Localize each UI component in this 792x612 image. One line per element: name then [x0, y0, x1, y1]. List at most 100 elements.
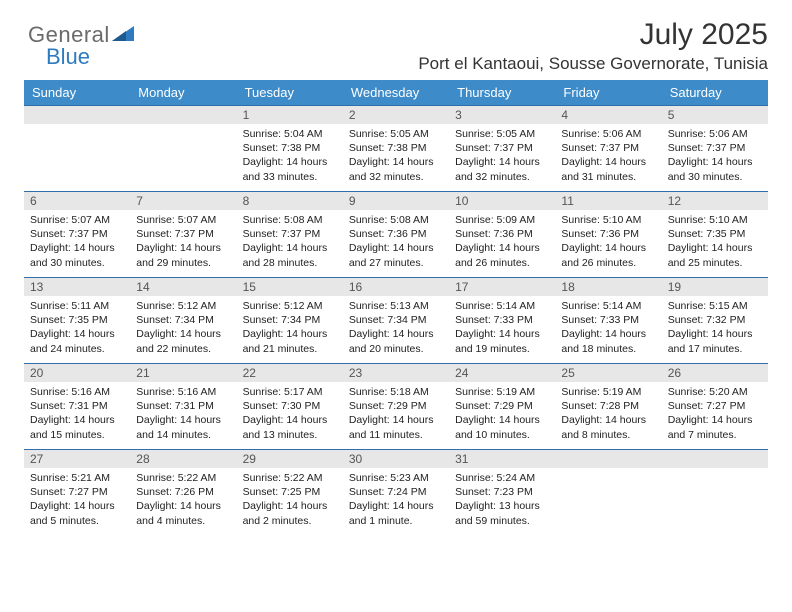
day-number: 18 [555, 278, 661, 296]
day-details: Sunrise: 5:16 AMSunset: 7:31 PMDaylight:… [24, 382, 130, 446]
day-details: Sunrise: 5:19 AMSunset: 7:29 PMDaylight:… [449, 382, 555, 446]
calendar-cell: 8Sunrise: 5:08 AMSunset: 7:37 PMDaylight… [237, 192, 343, 278]
day-details: Sunrise: 5:13 AMSunset: 7:34 PMDaylight:… [343, 296, 449, 360]
day-details: Sunrise: 5:06 AMSunset: 7:37 PMDaylight:… [662, 124, 768, 188]
day-number: 1 [237, 106, 343, 124]
calendar-cell: 24Sunrise: 5:19 AMSunset: 7:29 PMDayligh… [449, 364, 555, 450]
day-number [555, 450, 661, 468]
day-details: Sunrise: 5:16 AMSunset: 7:31 PMDaylight:… [130, 382, 236, 446]
day-details: Sunrise: 5:12 AMSunset: 7:34 PMDaylight:… [237, 296, 343, 360]
day-details: Sunrise: 5:21 AMSunset: 7:27 PMDaylight:… [24, 468, 130, 532]
weekday-header: Monday [130, 80, 236, 106]
day-number: 24 [449, 364, 555, 382]
day-details [130, 124, 236, 131]
calendar-cell: 14Sunrise: 5:12 AMSunset: 7:34 PMDayligh… [130, 278, 236, 364]
calendar-week-row: 1Sunrise: 5:04 AMSunset: 7:38 PMDaylight… [24, 106, 768, 192]
day-number: 23 [343, 364, 449, 382]
weekday-header: Thursday [449, 80, 555, 106]
day-details: Sunrise: 5:10 AMSunset: 7:35 PMDaylight:… [662, 210, 768, 274]
day-number: 4 [555, 106, 661, 124]
calendar-cell: 15Sunrise: 5:12 AMSunset: 7:34 PMDayligh… [237, 278, 343, 364]
day-details: Sunrise: 5:08 AMSunset: 7:36 PMDaylight:… [343, 210, 449, 274]
calendar-week-row: 6Sunrise: 5:07 AMSunset: 7:37 PMDaylight… [24, 192, 768, 278]
calendar-cell: 3Sunrise: 5:05 AMSunset: 7:37 PMDaylight… [449, 106, 555, 192]
day-details: Sunrise: 5:05 AMSunset: 7:37 PMDaylight:… [449, 124, 555, 188]
calendar-cell: 12Sunrise: 5:10 AMSunset: 7:35 PMDayligh… [662, 192, 768, 278]
calendar-cell: 18Sunrise: 5:14 AMSunset: 7:33 PMDayligh… [555, 278, 661, 364]
day-number [662, 450, 768, 468]
day-details: Sunrise: 5:19 AMSunset: 7:28 PMDaylight:… [555, 382, 661, 446]
calendar-cell: 19Sunrise: 5:15 AMSunset: 7:32 PMDayligh… [662, 278, 768, 364]
day-number: 22 [237, 364, 343, 382]
day-details: Sunrise: 5:20 AMSunset: 7:27 PMDaylight:… [662, 382, 768, 446]
day-number: 14 [130, 278, 236, 296]
day-details: Sunrise: 5:22 AMSunset: 7:25 PMDaylight:… [237, 468, 343, 532]
calendar-cell: 25Sunrise: 5:19 AMSunset: 7:28 PMDayligh… [555, 364, 661, 450]
day-details: Sunrise: 5:17 AMSunset: 7:30 PMDaylight:… [237, 382, 343, 446]
calendar-cell: 29Sunrise: 5:22 AMSunset: 7:25 PMDayligh… [237, 450, 343, 536]
calendar-cell: 16Sunrise: 5:13 AMSunset: 7:34 PMDayligh… [343, 278, 449, 364]
calendar-cell: 2Sunrise: 5:05 AMSunset: 7:38 PMDaylight… [343, 106, 449, 192]
day-number: 7 [130, 192, 236, 210]
calendar-cell: 4Sunrise: 5:06 AMSunset: 7:37 PMDaylight… [555, 106, 661, 192]
calendar-cell [662, 450, 768, 536]
weekday-header: Tuesday [237, 80, 343, 106]
day-number: 2 [343, 106, 449, 124]
day-number: 8 [237, 192, 343, 210]
calendar-cell: 7Sunrise: 5:07 AMSunset: 7:37 PMDaylight… [130, 192, 236, 278]
calendar-cell: 17Sunrise: 5:14 AMSunset: 7:33 PMDayligh… [449, 278, 555, 364]
day-number: 27 [24, 450, 130, 468]
calendar-cell: 11Sunrise: 5:10 AMSunset: 7:36 PMDayligh… [555, 192, 661, 278]
calendar-cell: 27Sunrise: 5:21 AMSunset: 7:27 PMDayligh… [24, 450, 130, 536]
day-details: Sunrise: 5:04 AMSunset: 7:38 PMDaylight:… [237, 124, 343, 188]
day-details: Sunrise: 5:11 AMSunset: 7:35 PMDaylight:… [24, 296, 130, 360]
calendar-week-row: 20Sunrise: 5:16 AMSunset: 7:31 PMDayligh… [24, 364, 768, 450]
day-number: 21 [130, 364, 236, 382]
day-number [24, 106, 130, 124]
calendar-cell: 31Sunrise: 5:24 AMSunset: 7:23 PMDayligh… [449, 450, 555, 536]
day-number: 16 [343, 278, 449, 296]
day-number: 10 [449, 192, 555, 210]
day-details: Sunrise: 5:23 AMSunset: 7:24 PMDaylight:… [343, 468, 449, 532]
day-details: Sunrise: 5:14 AMSunset: 7:33 PMDaylight:… [555, 296, 661, 360]
day-details: Sunrise: 5:07 AMSunset: 7:37 PMDaylight:… [24, 210, 130, 274]
day-details: Sunrise: 5:08 AMSunset: 7:37 PMDaylight:… [237, 210, 343, 274]
calendar-cell: 5Sunrise: 5:06 AMSunset: 7:37 PMDaylight… [662, 106, 768, 192]
calendar-cell: 1Sunrise: 5:04 AMSunset: 7:38 PMDaylight… [237, 106, 343, 192]
calendar-cell [555, 450, 661, 536]
logo-triangle-icon [112, 24, 134, 42]
weekday-header: Sunday [24, 80, 130, 106]
day-number: 17 [449, 278, 555, 296]
day-number: 15 [237, 278, 343, 296]
calendar-cell: 21Sunrise: 5:16 AMSunset: 7:31 PMDayligh… [130, 364, 236, 450]
day-number: 11 [555, 192, 661, 210]
day-number: 3 [449, 106, 555, 124]
day-number: 28 [130, 450, 236, 468]
calendar-cell: 28Sunrise: 5:22 AMSunset: 7:26 PMDayligh… [130, 450, 236, 536]
weekday-header: Friday [555, 80, 661, 106]
day-details: Sunrise: 5:07 AMSunset: 7:37 PMDaylight:… [130, 210, 236, 274]
weekday-header: Wednesday [343, 80, 449, 106]
day-number: 13 [24, 278, 130, 296]
location-subtitle: Port el Kantaoui, Sousse Governorate, Tu… [24, 54, 768, 74]
day-details: Sunrise: 5:14 AMSunset: 7:33 PMDaylight:… [449, 296, 555, 360]
calendar-cell: 20Sunrise: 5:16 AMSunset: 7:31 PMDayligh… [24, 364, 130, 450]
day-details: Sunrise: 5:18 AMSunset: 7:29 PMDaylight:… [343, 382, 449, 446]
day-number: 9 [343, 192, 449, 210]
day-number: 26 [662, 364, 768, 382]
calendar-body: 1Sunrise: 5:04 AMSunset: 7:38 PMDaylight… [24, 106, 768, 536]
calendar-cell: 10Sunrise: 5:09 AMSunset: 7:36 PMDayligh… [449, 192, 555, 278]
calendar-cell: 23Sunrise: 5:18 AMSunset: 7:29 PMDayligh… [343, 364, 449, 450]
day-details: Sunrise: 5:12 AMSunset: 7:34 PMDaylight:… [130, 296, 236, 360]
calendar-cell [130, 106, 236, 192]
day-details [555, 468, 661, 475]
weekday-header: Saturday [662, 80, 768, 106]
day-number: 30 [343, 450, 449, 468]
day-details: Sunrise: 5:15 AMSunset: 7:32 PMDaylight:… [662, 296, 768, 360]
calendar-cell: 30Sunrise: 5:23 AMSunset: 7:24 PMDayligh… [343, 450, 449, 536]
day-details: Sunrise: 5:10 AMSunset: 7:36 PMDaylight:… [555, 210, 661, 274]
day-details: Sunrise: 5:22 AMSunset: 7:26 PMDaylight:… [130, 468, 236, 532]
calendar-week-row: 27Sunrise: 5:21 AMSunset: 7:27 PMDayligh… [24, 450, 768, 536]
calendar-cell: 26Sunrise: 5:20 AMSunset: 7:27 PMDayligh… [662, 364, 768, 450]
month-title: July 2025 [24, 18, 768, 52]
